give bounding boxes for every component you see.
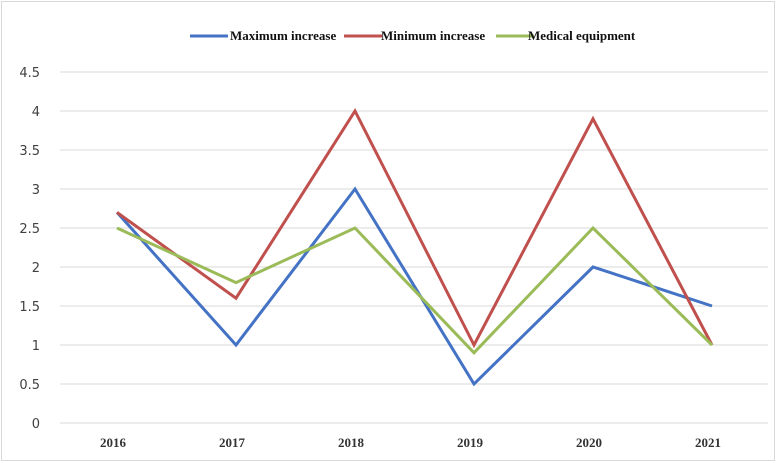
series-line-1 xyxy=(115,186,713,387)
y-tick-label: 1 xyxy=(32,339,40,354)
x-tick-label: 2019 xyxy=(457,435,484,450)
x-tick-label: 2021 xyxy=(695,435,721,450)
y-tick-label: 2 xyxy=(32,261,40,276)
x-axis-ticks: 2016 2017 2018 2019 2020 2021 xyxy=(100,435,721,450)
legend-label: Maximum increase xyxy=(230,28,336,43)
y-axis-ticks: 0 0.5 1 1.5 2 2.5 3 3.5 4 4.5 xyxy=(19,66,40,432)
x-tick-label: 2016 xyxy=(100,435,127,450)
y-tick-label: 1.5 xyxy=(19,300,40,315)
legend-label: Medical equipment xyxy=(528,28,636,43)
y-tick-label: 4 xyxy=(32,105,40,120)
series-line-2 xyxy=(116,107,714,349)
legend-label: Minimum increase xyxy=(381,28,485,43)
y-tick-label: 0.5 xyxy=(19,378,40,393)
y-tick-label: 3.5 xyxy=(19,144,40,159)
y-tick-label: 2.5 xyxy=(19,222,40,237)
y-tick-label: 4.5 xyxy=(19,66,40,81)
x-tick-label: 2018 xyxy=(338,435,365,450)
y-tick-label: 0 xyxy=(32,417,40,432)
x-tick-label: 2017 xyxy=(219,435,246,450)
legend: Maximum increase Minimum increase Medical … xyxy=(190,28,636,43)
series-lines xyxy=(115,107,714,387)
y-tick-label: 3 xyxy=(32,183,40,198)
series-line-3 xyxy=(116,225,714,355)
x-tick-label: 2020 xyxy=(576,435,602,450)
